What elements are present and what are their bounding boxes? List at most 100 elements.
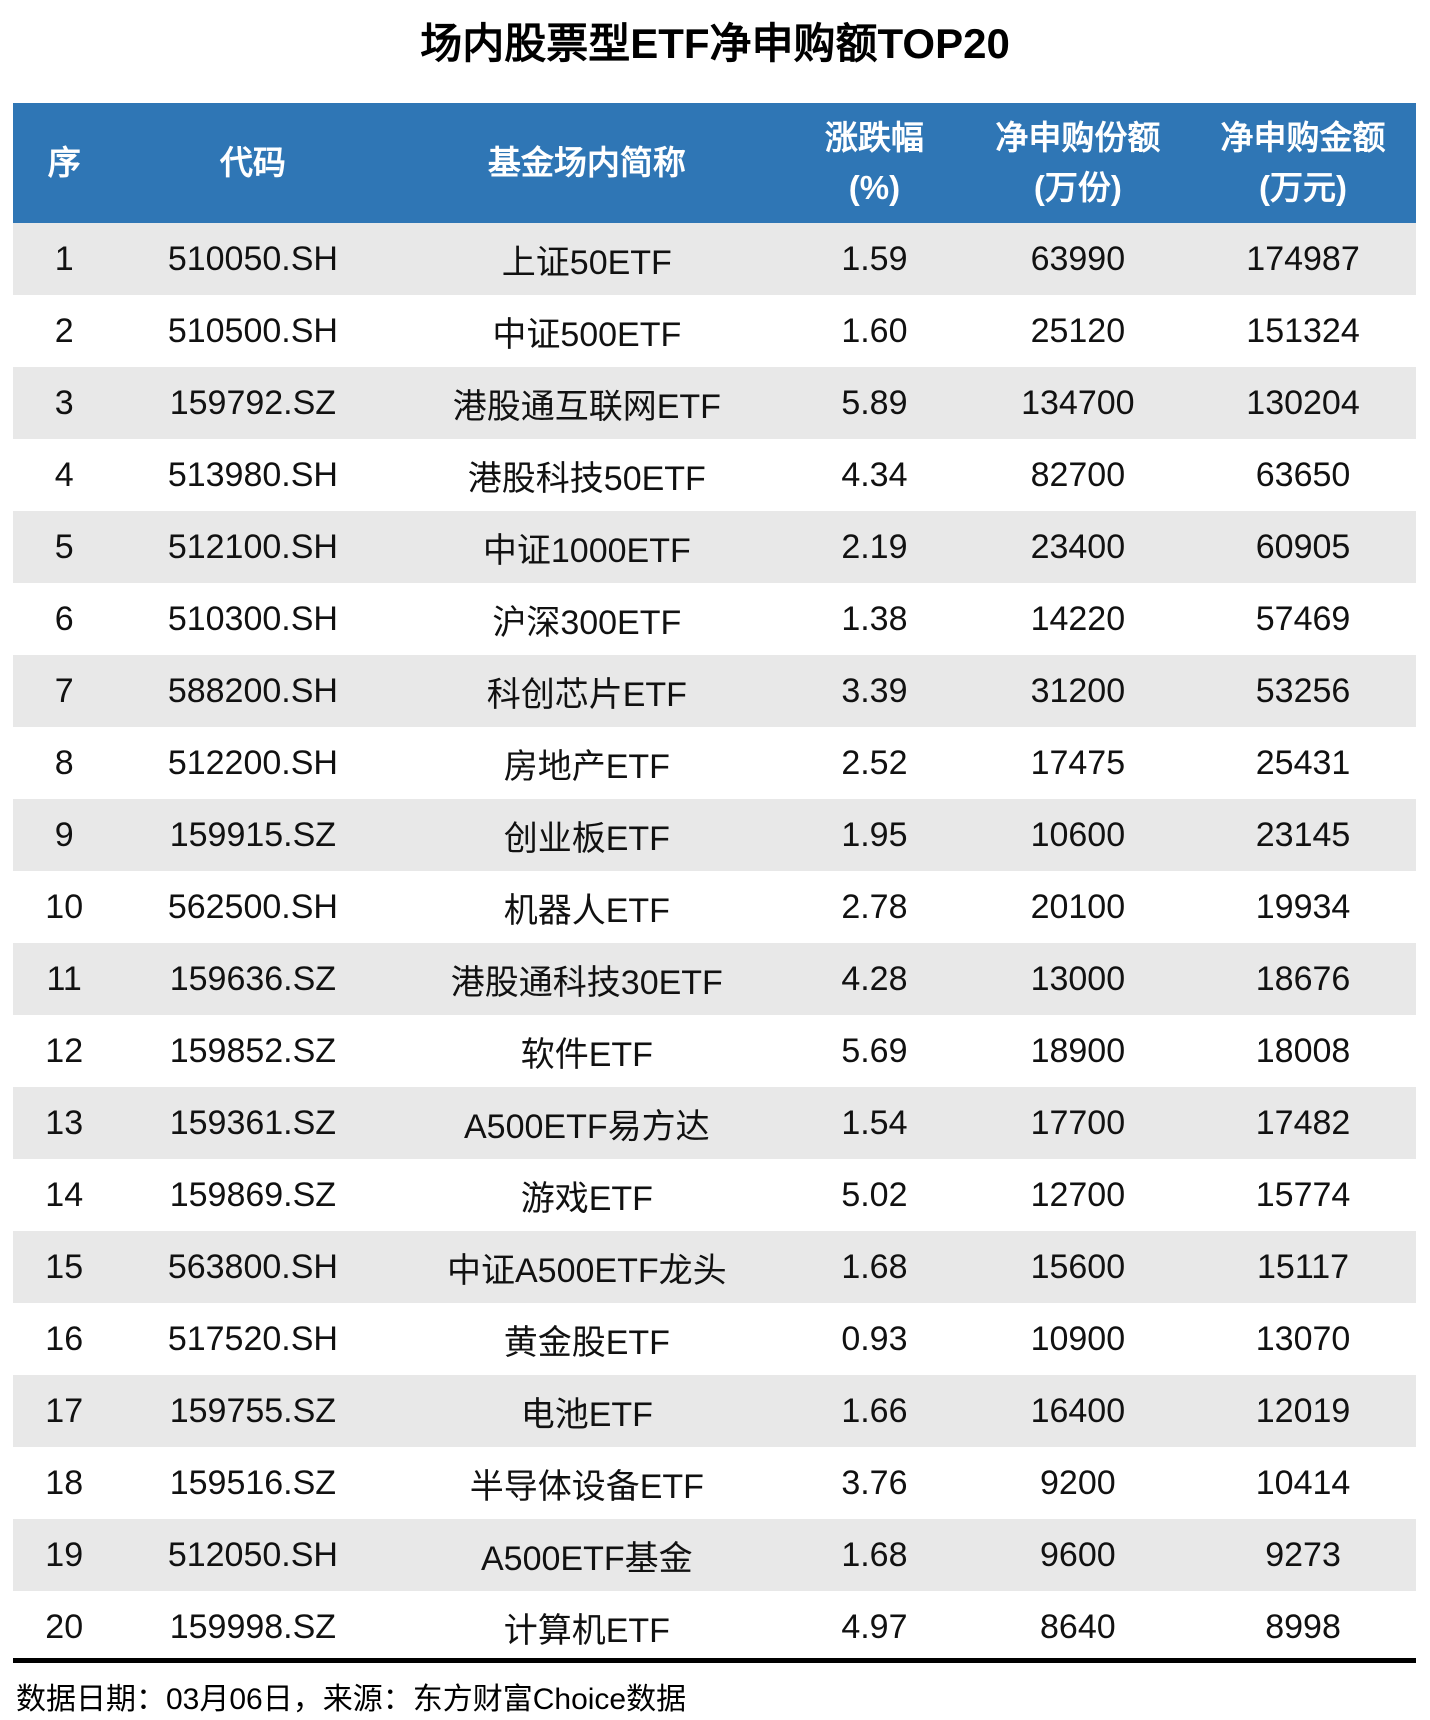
table-cell: 130204 — [1246, 383, 1360, 422]
etf-table-body: 1 510050.SH 上证50ETF 1.59 63990 174987 2 510500.… — [13, 223, 1416, 1663]
table-row: 11 159636.SZ 港股通科技30ETF 4.28 13000 18676 — [13, 943, 1416, 1015]
table-cell: 中证1000ETF — [482, 531, 691, 570]
table-cell: 513980.SH — [167, 455, 338, 494]
table-cell: 15117 — [1257, 1247, 1350, 1286]
table-cell: 10600 — [1030, 815, 1126, 854]
table-cell: 159792.SZ — [169, 383, 337, 422]
table-cell: 10 — [45, 887, 84, 926]
table-row: 13 159361.SZ A500ETF易方达 1.54 17700 17482 — [13, 1087, 1416, 1159]
table-cell: 1.38 — [841, 599, 908, 638]
table-cell: 14 — [45, 1175, 84, 1214]
table-cell: 563800.SH — [167, 1247, 338, 1286]
table-cell: 60905 — [1255, 527, 1351, 566]
header-cell: 基金场内简称 — [390, 103, 784, 223]
table-cell: 港股科技50ETF — [467, 459, 706, 498]
table-row: 9 159915.SZ 创业板ETF 1.95 10600 23145 — [13, 799, 1416, 871]
header-cell-line: (万份) — [1033, 169, 1122, 206]
table-cell: 17482 — [1255, 1103, 1351, 1142]
table-cell: 创业板ETF — [503, 819, 670, 858]
table-cell: 2.52 — [841, 743, 908, 782]
etf-table-head: 序 代码 基金场内简称 涨跌幅 (%) 净申购份额 (万份) 净申购金额 (万元) — [13, 103, 1416, 223]
header-cell-line: 序 — [47, 144, 81, 181]
table-cell: 科创芯片ETF — [486, 675, 687, 714]
table-cell: 14220 — [1030, 599, 1126, 638]
table-cell: 2.19 — [841, 527, 908, 566]
table-cell: 8640 — [1040, 1607, 1116, 1646]
table-cell: 黄金股ETF — [503, 1323, 670, 1362]
table-cell: 5.89 — [841, 383, 908, 422]
table-cell: 15600 — [1030, 1247, 1126, 1286]
table-cell: A500ETF易方达 — [464, 1107, 710, 1146]
table-cell: 562500.SH — [167, 887, 338, 926]
table-cell: 63650 — [1255, 455, 1351, 494]
table-cell: 517520.SH — [167, 1319, 338, 1358]
header-cell-line: 净申购金额 — [1220, 119, 1386, 156]
table-row: 19 512050.SH A500ETF基金 1.68 9600 9273 — [13, 1519, 1416, 1591]
table-cell: 510050.SH — [167, 239, 338, 278]
table-cell: 19934 — [1255, 887, 1351, 926]
table-cell: 2.78 — [841, 887, 908, 926]
table-cell: 31200 — [1030, 671, 1126, 710]
table-cell: 159755.SZ — [169, 1391, 337, 1430]
table-cell: 159516.SZ — [169, 1463, 337, 1502]
table-cell: 1.68 — [841, 1247, 908, 1286]
table-row: 6 510300.SH 沪深300ETF 1.38 14220 57469 — [13, 583, 1416, 655]
table-cell: 7 — [54, 671, 74, 710]
header-cell-line: 净申购份额 — [995, 119, 1161, 156]
table-cell: 港股通科技30ETF — [450, 963, 723, 1002]
table-cell: 计算机ETF — [503, 1611, 670, 1650]
table-row: 18 159516.SZ 半导体设备ETF 3.76 9200 10414 — [13, 1447, 1416, 1519]
table-cell: 20100 — [1030, 887, 1126, 926]
table-cell: 19 — [45, 1535, 84, 1574]
table-cell: 151324 — [1246, 311, 1360, 350]
table-cell: 4.97 — [841, 1607, 908, 1646]
table-cell: 25431 — [1255, 743, 1351, 782]
table-cell: 9 — [54, 815, 74, 854]
table-cell: 13 — [45, 1103, 84, 1142]
table-cell: 15 — [45, 1247, 84, 1286]
header-cell: 净申购份额 (万份) — [965, 103, 1191, 223]
table-cell: 4.28 — [841, 959, 908, 998]
table-cell: 588200.SH — [167, 671, 338, 710]
table-cell: 电池ETF — [520, 1395, 653, 1434]
table-row: 14 159869.SZ 游戏ETF 5.02 12700 15774 — [13, 1159, 1416, 1231]
table-cell: 3.39 — [841, 671, 908, 710]
table-cell: 中证500ETF — [492, 315, 682, 354]
table-row: 10 562500.SH 机器人ETF 2.78 20100 19934 — [13, 871, 1416, 943]
table-row: 7 588200.SH 科创芯片ETF 3.39 31200 53256 — [13, 655, 1416, 727]
table-cell: 1.66 — [841, 1391, 908, 1430]
header-cell-line: (%) — [848, 169, 901, 206]
table-row: 20 159998.SZ 计算机ETF 4.97 8640 8998 — [13, 1591, 1416, 1663]
table-cell: 13000 — [1030, 959, 1126, 998]
table-cell: 512100.SH — [167, 527, 338, 566]
table-cell: 12019 — [1255, 1391, 1351, 1430]
table-header-row: 序 代码 基金场内简称 涨跌幅 (%) 净申购份额 (万份) 净申购金额 (万元) — [13, 103, 1416, 223]
table-cell: 57469 — [1255, 599, 1351, 638]
table-cell: 房地产ETF — [503, 747, 670, 786]
table-cell: 0.93 — [841, 1319, 908, 1358]
table-cell: 沪深300ETF — [492, 603, 682, 642]
table-cell: 1.68 — [841, 1535, 908, 1574]
table-cell: 1 — [54, 239, 74, 278]
table-cell: 18676 — [1255, 959, 1351, 998]
table-cell: 9200 — [1040, 1463, 1116, 1502]
table-cell: 82700 — [1030, 455, 1126, 494]
table-cell: 8 — [54, 743, 74, 782]
table-cell: 10414 — [1255, 1463, 1351, 1502]
table-cell: 510300.SH — [167, 599, 338, 638]
table-cell: 9273 — [1265, 1535, 1341, 1574]
table-cell: 2 — [54, 311, 74, 350]
table-cell: 510500.SH — [167, 311, 338, 350]
table-row: 4 513980.SH 港股科技50ETF 4.34 82700 63650 — [13, 439, 1416, 511]
table-cell: 20 — [45, 1607, 84, 1646]
header-cell-line: (万元) — [1259, 169, 1348, 206]
table-cell: 159915.SZ — [169, 815, 337, 854]
table-cell: A500ETF基金 — [481, 1539, 693, 1578]
header-cell: 涨跌幅 (%) — [783, 103, 966, 223]
table-cell: 6 — [54, 599, 74, 638]
table-cell: 3 — [54, 383, 74, 422]
table-cell: 18 — [45, 1463, 84, 1502]
table-cell: 18900 — [1030, 1031, 1126, 1070]
table-cell: 17 — [45, 1391, 84, 1430]
